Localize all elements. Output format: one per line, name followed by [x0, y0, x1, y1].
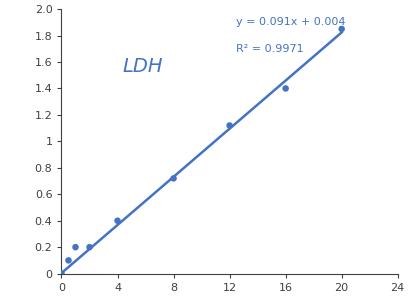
Point: [282, 86, 288, 91]
Text: R² = 0.9971: R² = 0.9971: [236, 43, 303, 54]
Point: [114, 218, 121, 223]
Point: [337, 26, 344, 31]
Text: LDH: LDH: [122, 57, 162, 76]
Point: [58, 271, 65, 276]
Text: y = 0.091x + 0.004: y = 0.091x + 0.004: [236, 17, 345, 27]
Point: [86, 245, 92, 250]
Point: [65, 258, 72, 263]
Point: [170, 176, 176, 181]
Point: [72, 245, 79, 250]
Point: [226, 123, 232, 128]
